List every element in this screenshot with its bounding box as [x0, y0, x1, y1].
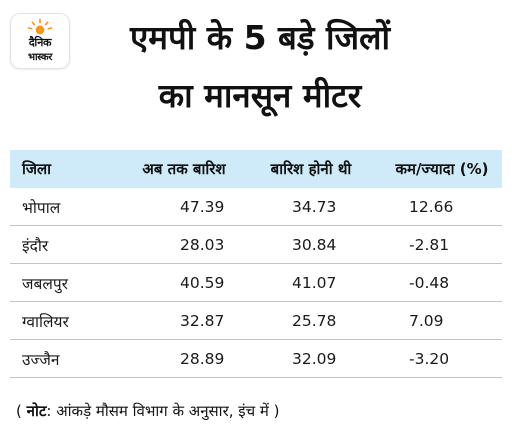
- cell-expected-rainfall: 34.73: [292, 197, 337, 216]
- footnote: ( नोट: आंकड़े मौसम विभाग के अनुसार, इंच …: [16, 401, 496, 421]
- cell-district: भोपाल: [22, 198, 61, 217]
- cell-district: उज्जैन: [22, 350, 60, 369]
- cell-deviation: -0.48: [409, 273, 450, 292]
- table-row: इंदौर 28.03 30.84 -2.81: [10, 226, 502, 264]
- cell-deviation: 12.66: [409, 197, 454, 216]
- cell-district: जबलपुर: [22, 274, 69, 293]
- cell-deviation: 7.09: [409, 311, 444, 330]
- sun-icon: [27, 18, 53, 35]
- cell-expected-rainfall: 30.84: [292, 235, 337, 254]
- cell-rainfall-so-far: 28.89: [180, 349, 225, 368]
- cell-expected-rainfall: 32.09: [292, 349, 337, 368]
- headline-line1: एमपी के 5 बड़े जिलों: [130, 18, 390, 57]
- cell-district: इंदौर: [22, 236, 49, 255]
- footnote-label: नोट: [26, 402, 47, 420]
- header-district: जिला: [22, 160, 52, 178]
- cell-district: ग्वालियर: [22, 312, 69, 331]
- header-deviation-percent: कम/ज्यादा (%): [395, 160, 489, 178]
- table-row: ग्वालियर 32.87 25.78 7.09: [10, 302, 502, 340]
- table-row: भोपाल 47.39 34.73 12.66: [10, 188, 502, 226]
- cell-expected-rainfall: 41.07: [292, 273, 337, 292]
- cell-deviation: -2.81: [409, 235, 450, 254]
- cell-deviation: -3.20: [409, 349, 450, 368]
- cell-rainfall-so-far: 40.59: [180, 273, 225, 292]
- header-expected-rainfall: बारिश होनी थी: [270, 160, 352, 178]
- table-row: उज्जैन 28.89 32.09 -3.20: [10, 340, 502, 378]
- header-rainfall-so-far: अब तक बारिश: [142, 160, 226, 178]
- footnote-text: : आंकड़े मौसम विभाग के अनुसार, इंच में ): [46, 402, 280, 420]
- cell-expected-rainfall: 25.78: [292, 311, 337, 330]
- logo-text-line2: भास्कर: [27, 52, 53, 63]
- monsoon-table: जिला अब तक बारिश बारिश होनी थी कम/ज्यादा…: [10, 150, 502, 378]
- cell-rainfall-so-far: 28.03: [180, 235, 225, 254]
- cell-rainfall-so-far: 32.87: [180, 311, 225, 330]
- dainik-bhaskar-logo: दैनिक भास्कर: [10, 13, 70, 69]
- table-header: जिला अब तक बारिश बारिश होनी थी कम/ज्यादा…: [10, 150, 502, 188]
- headline-line2: का मानसून मीटर: [158, 76, 362, 115]
- footnote-open-paren: (: [16, 402, 27, 420]
- table-row: जबलपुर 40.59 41.07 -0.48: [10, 264, 502, 302]
- logo-text-line1: दैनिक: [28, 36, 52, 49]
- cell-rainfall-so-far: 47.39: [180, 197, 225, 216]
